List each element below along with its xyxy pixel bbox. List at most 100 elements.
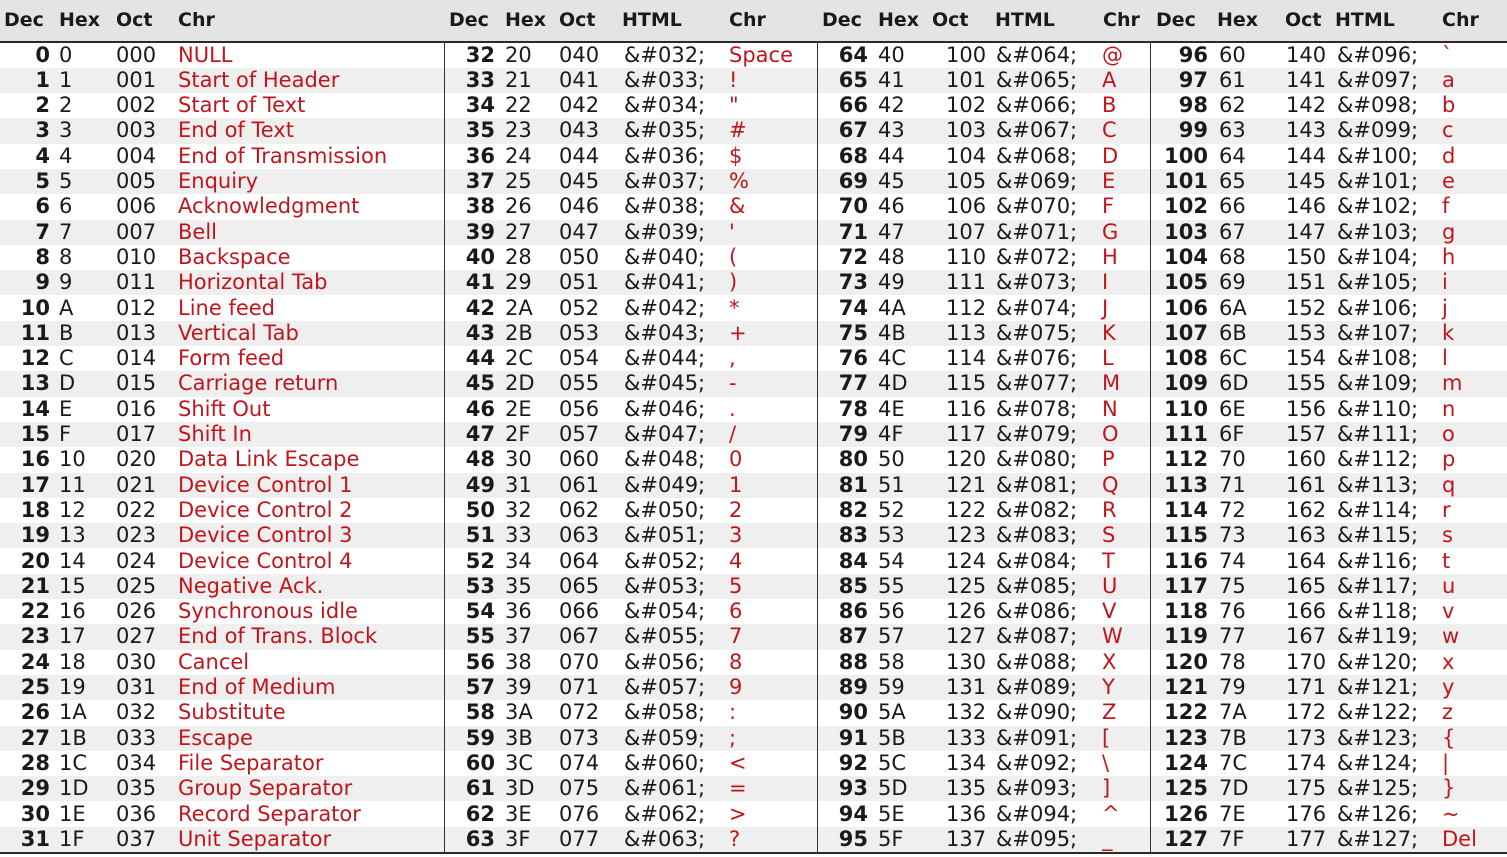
hex-cell: 7B [1219, 725, 1247, 750]
html-entity-cell: &#090; [996, 700, 1078, 725]
oct-cell: 002 [116, 93, 157, 118]
html-entity-cell: &#089; [996, 675, 1078, 699]
row-stripe [0, 523, 1507, 549]
html-entity-cell: &#078; [996, 396, 1078, 421]
chr-cell: , [729, 346, 736, 371]
oct-cell: 052 [559, 295, 600, 320]
hex-cell: 26 [505, 194, 532, 219]
html-entity-cell: &#113; [1337, 472, 1419, 497]
oct-cell: 014 [116, 346, 157, 371]
chr-cell: \ [1102, 750, 1110, 775]
html-entity-cell: &#056; [624, 649, 706, 674]
oct-cell: 140 [1286, 42, 1327, 67]
oct-cell: 155 [1286, 371, 1327, 396]
chr-cell: x [1442, 649, 1455, 674]
chr-cell: H [1102, 244, 1118, 269]
dec-cell: 33 [465, 67, 495, 92]
dec-cell: 5 [35, 169, 50, 193]
dec-cell: 6 [35, 194, 50, 219]
chr-cell: C [1102, 118, 1117, 143]
dec-cell: 114 [1164, 497, 1208, 522]
dec-cell: 64 [838, 42, 868, 67]
hex-cell: 1D [59, 776, 89, 801]
dec-cell: 51 [465, 523, 495, 548]
hex-cell: 2A [505, 295, 533, 320]
column-header: Oct [116, 9, 153, 31]
chr-cell: P [1102, 447, 1115, 472]
hex-cell: 28 [505, 244, 532, 269]
control-name-cell: Acknowledgment [178, 194, 360, 219]
html-entity-cell: &#040; [624, 244, 706, 269]
dec-cell: 20 [20, 548, 50, 573]
hex-cell: 6 [59, 194, 73, 219]
column-header: Oct [932, 9, 969, 31]
hex-cell: 39 [505, 675, 532, 699]
hex-cell: 5B [878, 725, 906, 750]
dec-cell: 99 [1178, 118, 1208, 143]
hex-cell: 7F [1219, 826, 1245, 851]
dec-cell: 90 [838, 700, 868, 725]
dec-cell: 59 [465, 725, 495, 750]
chr-cell: q [1442, 472, 1456, 497]
oct-cell: 134 [946, 750, 987, 775]
dec-cell: 120 [1164, 649, 1208, 674]
oct-cell: 124 [946, 548, 987, 573]
dec-cell: 106 [1164, 295, 1208, 320]
hex-cell: 30 [505, 447, 532, 472]
hex-cell: 5A [878, 700, 906, 725]
control-name-cell: Start of Text [178, 93, 306, 118]
column-header: Dec [1156, 9, 1196, 31]
column-header: Chr [1103, 9, 1140, 31]
dec-cell: 115 [1164, 523, 1208, 548]
oct-cell: 051 [559, 270, 600, 295]
oct-cell: 131 [946, 675, 987, 699]
oct-cell: 101 [946, 67, 987, 92]
control-name-cell: Backspace [178, 244, 291, 269]
dec-cell: 126 [1164, 801, 1208, 826]
hex-cell: 73 [1219, 523, 1246, 548]
html-entity-cell: &#043; [624, 320, 706, 345]
hex-cell: 1 [59, 67, 73, 92]
dec-cell: 60 [465, 750, 495, 775]
html-entity-cell: &#105; [1337, 270, 1419, 295]
html-entity-cell: &#075; [996, 320, 1078, 345]
group-divider [1150, 41, 1151, 854]
chr-cell: A [1102, 67, 1117, 92]
oct-cell: 025 [116, 573, 157, 598]
dec-cell: 89 [838, 675, 868, 699]
hex-cell: B [59, 320, 74, 345]
oct-cell: 154 [1286, 346, 1327, 371]
oct-cell: 106 [946, 194, 987, 219]
dec-cell: 70 [838, 194, 868, 219]
hex-cell: 64 [1219, 143, 1246, 168]
oct-cell: 034 [116, 750, 157, 775]
hex-cell: D [59, 371, 76, 396]
chr-cell: } [1442, 776, 1456, 801]
column-header: HTML [995, 9, 1055, 31]
oct-cell: 171 [1286, 675, 1327, 699]
oct-cell: 003 [116, 118, 157, 143]
dec-cell: 93 [838, 776, 868, 801]
oct-cell: 065 [559, 573, 600, 598]
hex-cell: 57 [878, 624, 905, 649]
chr-cell: . [729, 396, 736, 421]
chr-cell: g [1442, 219, 1456, 244]
hex-cell: 42 [878, 93, 905, 118]
hex-cell: F [59, 422, 72, 446]
dec-cell: 80 [838, 447, 868, 472]
group-divider [444, 41, 445, 854]
html-entity-cell: &#052; [624, 548, 706, 573]
chr-cell: w [1442, 624, 1460, 649]
hex-cell: 36 [505, 599, 532, 624]
column-header: Hex [878, 9, 920, 31]
dec-cell: 94 [838, 801, 868, 826]
oct-cell: 077 [559, 826, 600, 851]
hex-cell: 5E [878, 801, 905, 826]
oct-cell: 104 [946, 143, 987, 168]
dec-cell: 17 [20, 472, 50, 497]
html-entity-cell: &#080; [996, 447, 1078, 472]
hex-cell: 7D [1219, 776, 1249, 801]
oct-cell: 073 [559, 725, 600, 750]
oct-cell: 161 [1286, 472, 1327, 497]
chr-cell: ^ [1102, 801, 1120, 826]
